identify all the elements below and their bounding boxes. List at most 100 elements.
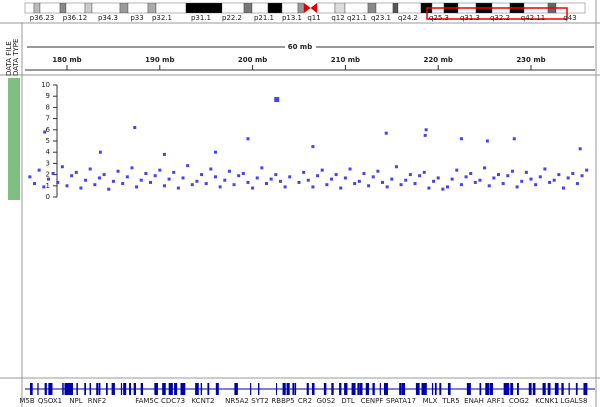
data-point xyxy=(441,187,445,191)
data-point xyxy=(538,175,542,179)
y-tick-label: 3 xyxy=(46,159,50,167)
data-point xyxy=(302,170,306,174)
data-point xyxy=(506,174,510,178)
data-point xyxy=(459,183,463,187)
data-point xyxy=(246,180,250,184)
ruler-tick-label: 200 mb xyxy=(238,56,267,64)
data-point xyxy=(548,180,552,184)
chromosome-band xyxy=(297,2,305,14)
band-label: q24.2 xyxy=(398,14,418,22)
data-point xyxy=(204,182,208,186)
gene-label: CDC73 xyxy=(161,397,185,405)
data-point xyxy=(28,175,32,179)
chromosome-band xyxy=(251,2,269,14)
data-point xyxy=(418,174,422,178)
data-point xyxy=(65,184,69,188)
ruler-tick-label: 180 mb xyxy=(52,56,81,64)
y-tick-label: 7 xyxy=(46,115,50,123)
data-point xyxy=(578,147,582,151)
data-point xyxy=(385,185,389,189)
gene-label: CENPF xyxy=(361,397,384,405)
chromosome-band xyxy=(334,2,346,14)
data-point xyxy=(394,165,398,169)
data-point xyxy=(478,178,482,182)
data-point xyxy=(510,169,514,173)
data-point xyxy=(43,130,47,134)
band-label: q42.11 xyxy=(521,14,545,22)
ruler-tick-label: 210 mb xyxy=(331,56,360,64)
data-point xyxy=(408,173,412,177)
data-point xyxy=(422,170,426,174)
data-point xyxy=(139,178,143,182)
data-point xyxy=(288,175,292,179)
y-tick-label: 9 xyxy=(46,92,50,100)
data-point xyxy=(329,177,333,181)
data-point xyxy=(97,176,101,180)
data-point xyxy=(111,179,115,183)
gene-label: NR5A2 xyxy=(225,397,249,405)
data-point xyxy=(348,167,352,171)
data-point xyxy=(464,175,468,179)
band-label: p33 xyxy=(130,14,143,22)
data-point xyxy=(190,183,194,187)
data-point xyxy=(176,186,180,190)
data-point xyxy=(432,179,436,183)
data-point xyxy=(473,180,477,184)
data-point xyxy=(74,170,78,174)
data-point xyxy=(186,164,190,168)
data-point xyxy=(557,173,561,177)
data-point xyxy=(149,180,153,184)
gene-label: CR2 xyxy=(298,397,312,405)
data-point xyxy=(278,179,282,183)
chromosome-band xyxy=(367,2,377,14)
data-point xyxy=(362,171,366,175)
data-point xyxy=(334,173,338,177)
band-label: q32.2 xyxy=(490,14,510,22)
data-point xyxy=(427,186,431,190)
gene-label: DTL xyxy=(341,397,355,405)
data-point xyxy=(316,174,320,178)
data-point xyxy=(42,185,46,189)
data-point xyxy=(325,183,329,187)
data-point xyxy=(70,174,74,178)
data-point xyxy=(320,168,324,172)
gene-label: KCNT2 xyxy=(191,397,214,405)
data-point xyxy=(200,173,204,177)
data-point xyxy=(162,184,166,188)
data-point xyxy=(153,174,157,178)
data-point xyxy=(125,175,129,179)
band-label: p22.2 xyxy=(222,14,242,22)
y-tick-label: 4 xyxy=(46,148,51,156)
data-point xyxy=(343,176,347,180)
gene-label: KCNK1 xyxy=(535,397,558,405)
band-label: p31.1 xyxy=(191,14,211,22)
gene-label: ENAH xyxy=(464,397,484,405)
gene-label: ARF1 xyxy=(487,397,505,405)
data-point xyxy=(483,166,487,170)
panel-label: DATA TYPE xyxy=(12,39,20,76)
chromosome-band xyxy=(281,2,299,14)
band-label: q31.3 xyxy=(460,14,480,22)
band-label: q12 xyxy=(331,14,344,22)
gene-label: NPL xyxy=(69,397,82,405)
data-point xyxy=(390,177,394,181)
ruler-tick-label: 220 mb xyxy=(424,56,453,64)
data-point xyxy=(213,175,217,179)
data-point xyxy=(98,150,102,154)
current-region xyxy=(426,7,568,20)
y-tick-label: 0 xyxy=(46,193,50,201)
chromosome-band xyxy=(24,2,35,14)
data-point xyxy=(381,180,385,184)
y-tick-label: 8 xyxy=(46,103,50,111)
gene-label: QSOX1 xyxy=(38,397,62,405)
data-point xyxy=(450,177,454,181)
data-point xyxy=(543,167,547,171)
y-tick-label: 5 xyxy=(46,137,50,145)
ruler-tick-label: 190 mb xyxy=(145,56,174,64)
band-label: p36.23 xyxy=(30,14,54,22)
chromosome-band xyxy=(316,2,336,14)
data-point xyxy=(311,185,315,189)
data-point xyxy=(501,182,505,186)
